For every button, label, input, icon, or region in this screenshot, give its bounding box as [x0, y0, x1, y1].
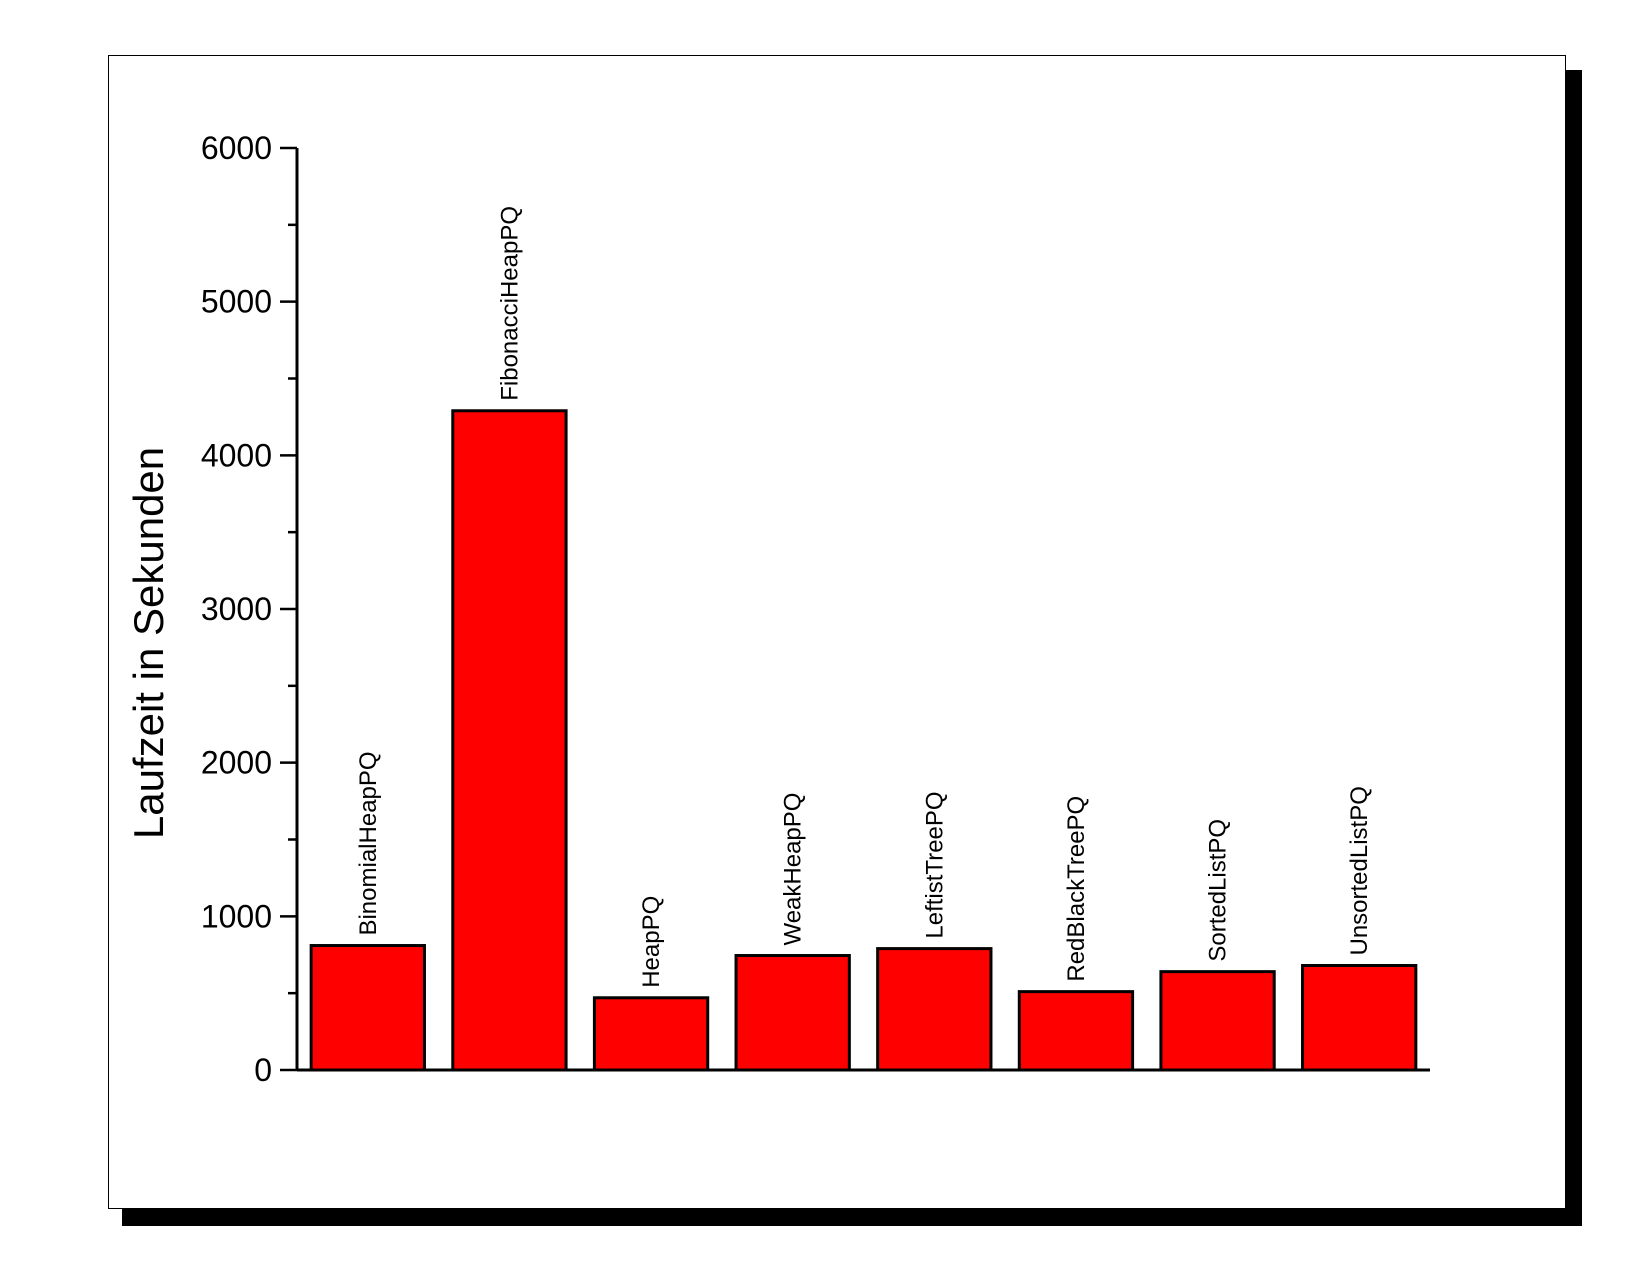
- bar: [1017, 990, 1135, 1072]
- y-axis-ticks: 0 1000 2000 3000 4000 5000 6000: [201, 130, 297, 1088]
- bar-label: RedBlackTreePQ: [1063, 796, 1090, 982]
- bar: [451, 409, 568, 1072]
- bar-label: FibonacciHeapPQ: [496, 206, 523, 401]
- y-tick-label: 3000: [201, 591, 272, 627]
- bar: [1301, 964, 1418, 1072]
- bar-label: WeakHeapPQ: [780, 793, 807, 946]
- bar-label: BinomialHeapPQ: [355, 751, 382, 935]
- bar-label: SortedListPQ: [1205, 819, 1232, 962]
- y-tick-label: 0: [254, 1052, 272, 1088]
- y-tick-label: 1000: [201, 898, 272, 934]
- bar-label: UnsortedListPQ: [1346, 786, 1373, 955]
- bar-label: LeftistTreePQ: [921, 791, 948, 938]
- bar: [592, 996, 710, 1072]
- y-tick-label: 4000: [201, 437, 272, 473]
- bars: [309, 409, 1418, 1072]
- bar: [309, 944, 426, 1072]
- y-tick-label: 2000: [201, 745, 272, 781]
- bar-labels: BinomialHeapPQ FibonacciHeapPQ HeapPQ WeakH…: [355, 206, 1373, 988]
- y-axis-title: Laufzeit in Sekunden: [125, 447, 172, 839]
- y-tick-label: 6000: [201, 130, 272, 166]
- bar: [1159, 970, 1276, 1072]
- bar-label: HeapPQ: [638, 896, 665, 988]
- bar: [876, 947, 993, 1072]
- y-tick-label: 5000: [201, 284, 272, 320]
- bar: [734, 954, 851, 1072]
